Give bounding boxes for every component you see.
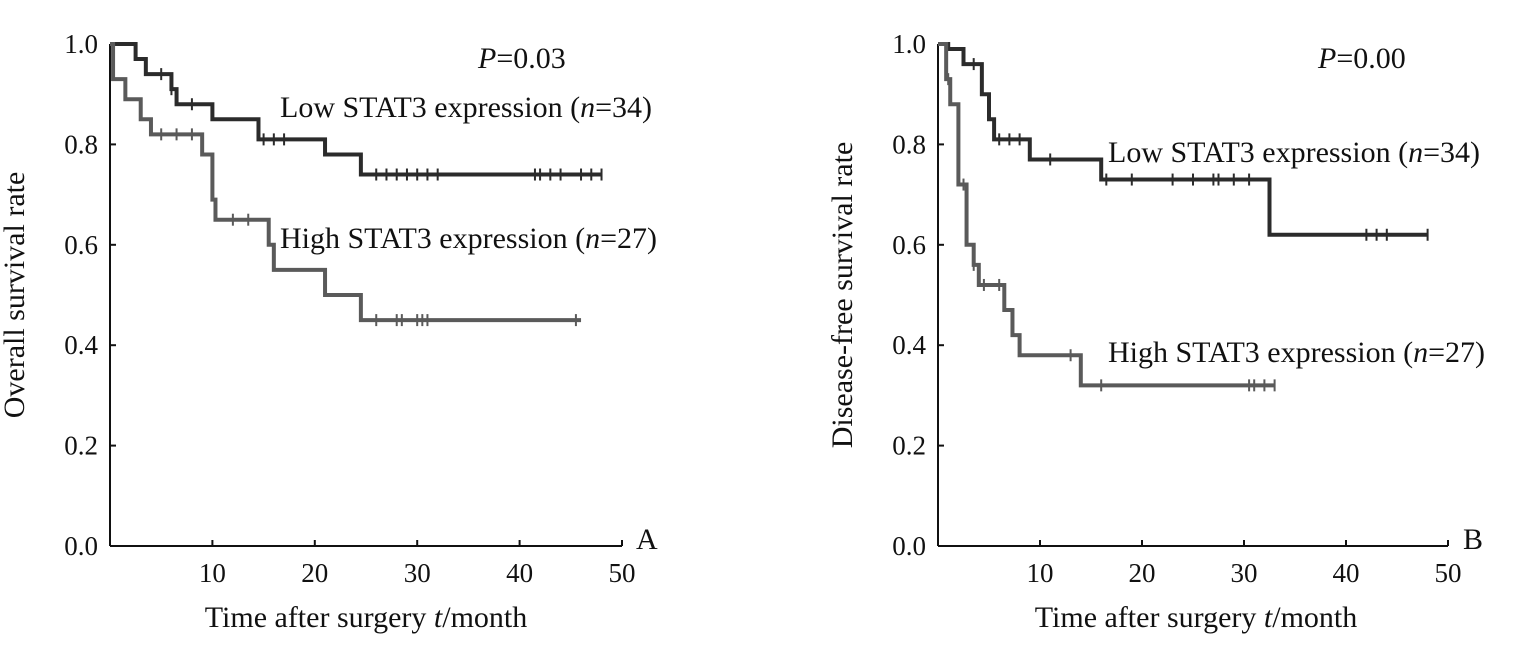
- x-axis-title: Time after surgery t/month: [1035, 601, 1358, 634]
- high-stat3-label: High STAT3 expression (n=27): [280, 222, 657, 255]
- y-tick-label: 0.4: [64, 330, 98, 360]
- y-tick-label: 0.6: [892, 230, 926, 260]
- p-value-annotation: P=0.00: [1317, 42, 1406, 75]
- y-tick-label: 0.2: [892, 431, 926, 461]
- chart-panel-a: 0.0 0.2 0.4 0.6 0.8 1.0 10 20 30 40 50 Overall sur…: [0, 29, 658, 634]
- tick-group: 0.0 0.2 0.4 0.6 0.8 1.0 10 20 30 40 50: [892, 29, 1461, 588]
- x-tick-label: 40: [1333, 558, 1360, 588]
- y-tick-label: 1.0: [892, 29, 926, 59]
- y-tick-label: 0.0: [892, 531, 926, 561]
- x-tick-label: 10: [199, 558, 226, 588]
- y-axis-title: Overall survival rate: [0, 172, 31, 419]
- x-tick-label: 40: [506, 558, 533, 588]
- x-tick-label: 10: [1027, 558, 1054, 588]
- y-tick-label: 0.8: [64, 129, 98, 159]
- x-tick-label: 50: [609, 558, 636, 588]
- x-tick-label: 30: [404, 558, 431, 588]
- panel-letter: A: [636, 523, 658, 556]
- low-stat3-survival-curve: [938, 42, 1428, 237]
- high-stat3-label: High STAT3 expression (n=27): [1108, 336, 1485, 369]
- low-stat3-label: Low STAT3 expression (n=34): [280, 91, 652, 124]
- y-tick-label: 0.8: [892, 129, 926, 159]
- high-stat3-survival-curve: [938, 42, 1275, 388]
- x-tick-label: 30: [1231, 558, 1258, 588]
- y-axis-title: Disease-free survival rate: [826, 142, 859, 449]
- high-stat3-survival-curve: [110, 42, 582, 323]
- p-value-annotation: P=0.03: [477, 42, 566, 75]
- x-tick-label: 20: [1129, 558, 1156, 588]
- y-tick-label: 0.4: [892, 330, 926, 360]
- low-stat3-survival-curve: [110, 42, 602, 177]
- y-tick-label: 0.0: [64, 531, 98, 561]
- x-tick-label: 50: [1435, 558, 1462, 588]
- x-tick-label: 20: [301, 558, 328, 588]
- panel-letter: B: [1463, 523, 1483, 556]
- y-tick-label: 0.6: [64, 230, 98, 260]
- chart-panel-b: 0.0 0.2 0.4 0.6 0.8 1.0 10 20 30 40 50 Disease-fre…: [826, 29, 1485, 634]
- y-tick-label: 0.2: [64, 431, 98, 461]
- curve-group: [938, 42, 1429, 392]
- curve-group: [110, 42, 603, 327]
- x-axis-title: Time after surgery t/month: [205, 601, 528, 634]
- low-stat3-label: Low STAT3 expression (n=34): [1108, 136, 1480, 169]
- y-tick-label: 1.0: [64, 29, 98, 59]
